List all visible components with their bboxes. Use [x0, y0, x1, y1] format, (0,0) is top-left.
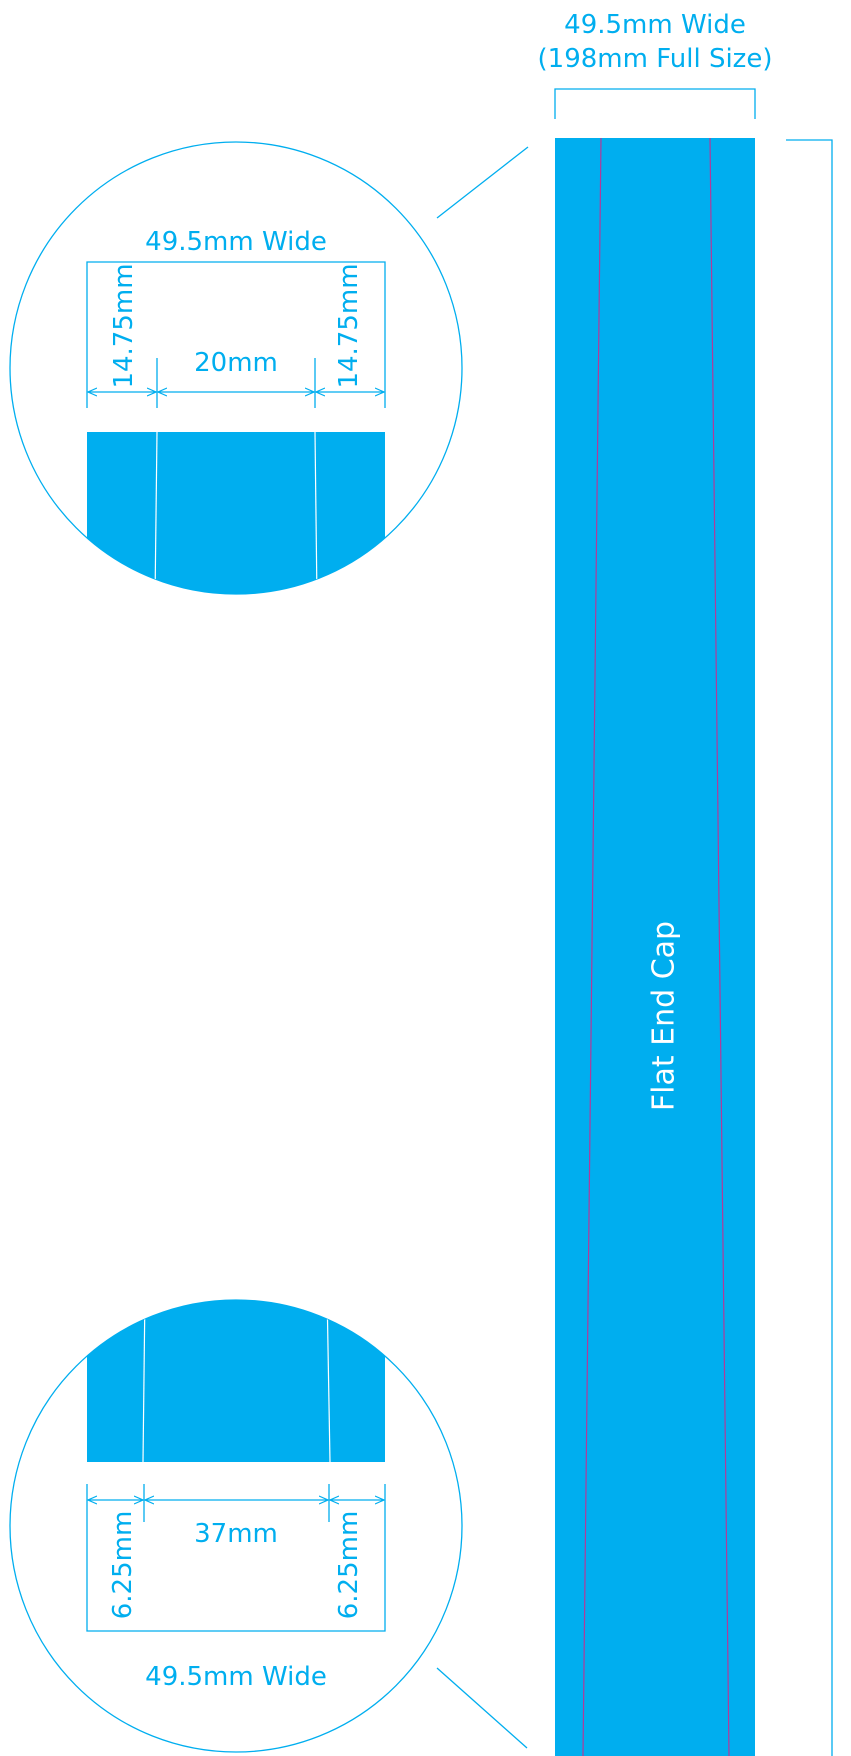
- strip-fold-line-right: [709, 137, 730, 1756]
- bottom-detail-center-label: 37mm: [194, 1519, 278, 1549]
- strip-length-bracket: [786, 139, 833, 1756]
- top-detail-width-bracket: [86, 261, 386, 408]
- top-detail-leader-line: [436, 146, 529, 219]
- top-detail-left-margin-label: 14.75mm: [109, 263, 139, 388]
- bottom-detail-leader-line: [436, 1667, 528, 1749]
- bottom-detail-width-label: 49.5mm Wide: [145, 1662, 327, 1692]
- strip-center-label: Flat End Cap: [647, 921, 682, 1111]
- bottom-detail-strip: [87, 1300, 385, 1462]
- top-detail-width-label: 49.5mm Wide: [145, 227, 327, 257]
- top-detail-right-margin-label: 14.75mm: [334, 263, 364, 388]
- bottom-detail-content: [87, 1300, 385, 1463]
- flat-end-cap-strip: [555, 138, 755, 1756]
- bottom-detail-left-margin-label: 6.25mm: [108, 1511, 138, 1620]
- top-detail-strip: [87, 432, 385, 594]
- bottom-detail-width-bracket: [86, 1484, 386, 1632]
- strip-full-size-label: (198mm Full Size): [538, 44, 773, 74]
- strip-fold-line-left: [582, 137, 602, 1756]
- top-detail-fold-line-left: [154, 431, 158, 594]
- top-detail-center-label: 20mm: [194, 348, 278, 378]
- top-detail-fold-line-right: [314, 431, 318, 594]
- strip-width-label: 49.5mm Wide: [564, 10, 746, 40]
- top-detail-content: [87, 431, 385, 594]
- strip-width-bracket: [554, 88, 756, 119]
- bottom-detail-right-margin-label: 6.25mm: [334, 1511, 364, 1620]
